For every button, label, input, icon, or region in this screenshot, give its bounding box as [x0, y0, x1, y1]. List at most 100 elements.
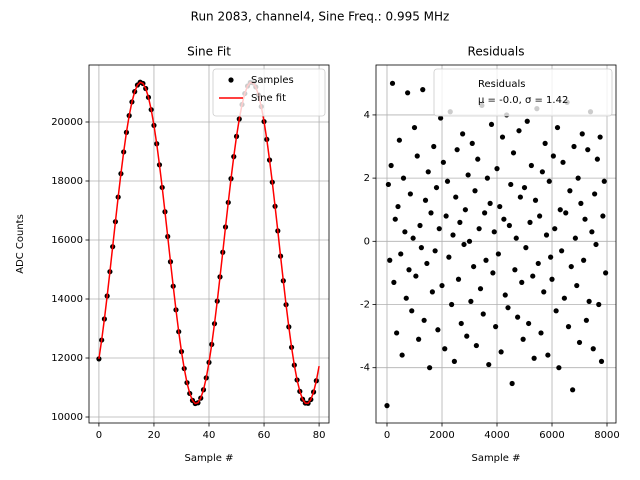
data-point: [483, 257, 489, 263]
legend-marker: [228, 77, 234, 83]
data-point: [561, 295, 567, 301]
data-point: [438, 115, 444, 121]
data-point: [590, 346, 596, 352]
data-point: [389, 80, 396, 86]
data-point: [535, 260, 541, 267]
data-point: [574, 282, 580, 289]
data-point: [537, 213, 543, 219]
data-point: [509, 380, 515, 387]
data-point: [501, 216, 507, 222]
legend-label: Samples: [251, 75, 294, 86]
data-point: [592, 191, 598, 197]
figure-title: Run 2083, channel4, Sine Freq.: 0.995 MH…: [191, 10, 450, 24]
data-point: [498, 349, 504, 355]
data-point: [560, 159, 566, 165]
data-point: [449, 301, 455, 308]
data-point: [542, 140, 548, 146]
data-point: [446, 254, 452, 260]
data-point: [462, 207, 468, 213]
data-point: [539, 169, 545, 175]
data-point: [450, 232, 456, 238]
data-point: [428, 210, 434, 216]
data-point: [429, 289, 435, 295]
legend-box: [433, 68, 613, 117]
y-tick-label: 4: [364, 110, 370, 121]
x-axis-label: Sample #: [184, 453, 233, 464]
data-point: [594, 156, 600, 162]
data-point: [440, 159, 446, 165]
data-point: [454, 147, 460, 153]
subplot: 0 20 40 60 80 10000 12000 14000 16000 18000 20000 S…: [15, 45, 330, 464]
data-point: [513, 235, 519, 241]
data-point: [499, 134, 506, 140]
data-point: [548, 254, 554, 260]
legend: Samples Sine fit: [212, 68, 326, 117]
y-tick-label: -4: [360, 363, 370, 374]
data-point: [516, 128, 522, 134]
y-tick-label: 12000: [51, 353, 83, 364]
data-point: [475, 156, 481, 162]
data-point: [460, 131, 466, 137]
data-point: [409, 308, 415, 314]
data-point: [384, 403, 390, 409]
data-point: [443, 213, 449, 219]
data-point: [477, 286, 484, 292]
data-point: [391, 279, 397, 285]
data-point: [473, 342, 479, 349]
data-point: [571, 143, 577, 150]
data-point: [400, 175, 407, 181]
data-point: [520, 336, 526, 342]
data-point: [582, 216, 588, 222]
data-point: [433, 184, 440, 191]
data-point: [528, 162, 534, 169]
data-point: [576, 339, 583, 346]
data-point: [405, 90, 411, 96]
subplot-title: Residuals: [468, 45, 525, 59]
data-point: [506, 222, 512, 229]
data-point: [418, 245, 424, 251]
data-point: [515, 314, 521, 320]
data-point: [488, 121, 495, 128]
data-point: [494, 166, 500, 172]
axes-frame: [375, 64, 617, 424]
x-tick-label: 0: [96, 430, 102, 441]
plot-area: [384, 80, 609, 409]
data-point: [388, 162, 394, 169]
data-point: [565, 324, 572, 330]
data-point: [549, 276, 555, 282]
data-point: [465, 172, 471, 178]
axes-frame: [88, 64, 330, 424]
data-point: [493, 324, 499, 330]
plot-area: [96, 79, 320, 407]
data-point: [464, 333, 470, 339]
data-point: [521, 184, 528, 191]
data-point: [486, 361, 492, 368]
data-point: [392, 216, 398, 222]
data-point: [491, 229, 497, 235]
data-point: [422, 197, 429, 203]
data-point: [532, 197, 539, 203]
data-point: [442, 346, 448, 352]
data-point: [480, 311, 486, 317]
data-point: [593, 241, 599, 248]
data-point: [541, 289, 547, 295]
data-point: [575, 175, 581, 181]
data-point: [531, 355, 537, 361]
data-point: [495, 251, 501, 257]
data-point: [598, 358, 605, 364]
data-point: [578, 200, 584, 206]
data-point: [552, 226, 558, 232]
y-tick-label: 18000: [51, 176, 83, 187]
data-point: [553, 308, 559, 314]
data-point: [96, 356, 102, 362]
data-point: [482, 210, 488, 216]
data-point: [589, 229, 595, 235]
data-point: [414, 153, 420, 159]
data-point: [570, 387, 576, 393]
data-point: [559, 248, 565, 254]
data-point: [505, 305, 511, 311]
data-point: [557, 207, 563, 213]
data-point: [421, 317, 427, 323]
y-tick-label: 16000: [51, 235, 83, 246]
data-point: [583, 317, 589, 323]
